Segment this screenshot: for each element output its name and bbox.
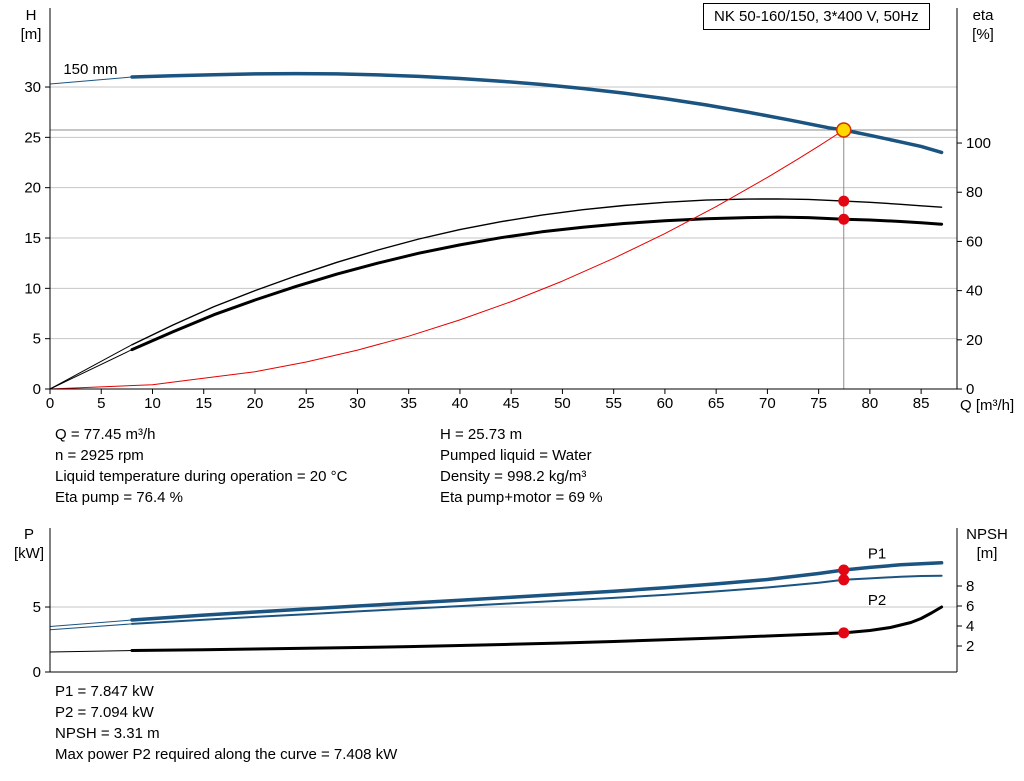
- x-tick-label: 20: [247, 395, 264, 412]
- power-axis-unit: [kW]: [14, 545, 44, 562]
- left-tick-label: 25: [24, 129, 41, 146]
- duty-info-column-1: Q = 77.45 m³/h n = 2925 rpm Liquid tempe…: [55, 424, 347, 508]
- eta-pump-motor-dot: [838, 213, 850, 225]
- curve-pump-150mm-ext: [49, 76, 133, 85]
- x-tick-label: 5: [97, 395, 105, 412]
- curve-npsh-ext: [49, 650, 133, 653]
- left-tick-label: 5: [33, 331, 41, 348]
- annotation-impeller-size: 150 mm: [63, 61, 117, 78]
- left-tick-label: 5: [33, 599, 41, 616]
- eta-axis-title: eta [%]: [960, 6, 1006, 44]
- curve-system-curve: [49, 129, 845, 390]
- x-tick-label: 65: [708, 395, 725, 412]
- pumped-liquid-text: Pumped liquid = Water: [440, 447, 592, 464]
- left-tick-label: 15: [24, 230, 41, 247]
- head-axis-title: H [m]: [8, 6, 54, 44]
- x-tick-label: 50: [554, 395, 571, 412]
- curve-pump-150mm: [130, 71, 944, 155]
- head-axis-unit: [m]: [20, 26, 42, 43]
- duty-point-marker: [836, 122, 852, 138]
- x-tick-label: 75: [810, 395, 827, 412]
- npsh-axis-title: NPSH [m]: [960, 525, 1014, 563]
- x-tick-label: 0: [46, 395, 54, 412]
- left-tick-label: 0: [33, 664, 41, 681]
- curve-p1: [130, 561, 944, 622]
- curve-eta-pump: [131, 198, 943, 346]
- npsh-axis-unit: [m]: [976, 545, 998, 562]
- left-tick-label: 30: [24, 79, 41, 96]
- flow-axis-title: Q [m³/h]: [960, 397, 1015, 414]
- npsh-axis-symbol: NPSH: [966, 526, 1008, 543]
- curve-p2-ext: [49, 623, 133, 631]
- x-tick-label: 25: [298, 395, 315, 412]
- curve-eta-pump-ext: [49, 344, 133, 390]
- right-tick-label: 60: [966, 233, 983, 250]
- curve-p1-ext: [49, 619, 133, 627]
- right-tick-label: 2: [966, 638, 974, 655]
- max-power-text: Max power P2 required along the curve = …: [55, 746, 398, 763]
- eta-pump-dot: [838, 195, 850, 207]
- eta-pump-motor-text: Eta pump+motor = 69 %: [440, 489, 603, 506]
- curve-eta-pump-motor: [130, 215, 944, 352]
- right-tick-label: 80: [966, 184, 983, 201]
- power-npsh-chart: 0 5 2 4 6 8 P1 P2: [33, 528, 974, 681]
- right-tick-label: 4: [966, 618, 974, 635]
- left-tick-label: 20: [24, 180, 41, 197]
- left-tick-label: 10: [24, 280, 41, 297]
- x-tick-label: 10: [144, 395, 161, 412]
- x-tick-label: 80: [862, 395, 879, 412]
- duty-head-text: H = 25.73 m: [440, 426, 523, 443]
- x-tick-label: 85: [913, 395, 930, 412]
- x-tick-label: 40: [452, 395, 469, 412]
- curve-eta-pump-motor-ext: [49, 349, 133, 390]
- p1-dot: [838, 564, 850, 576]
- curve-p2: [131, 574, 943, 625]
- right-tick-label: 6: [966, 598, 974, 615]
- speed-text: n = 2925 rpm: [55, 447, 144, 464]
- x-tick-label: 30: [349, 395, 366, 412]
- right-tick-label: 0: [966, 381, 974, 398]
- left-tick-label: 0: [33, 381, 41, 398]
- p2-dot: [838, 574, 850, 586]
- annotation-p2-label: P2: [868, 592, 886, 609]
- x-tick-label: 45: [503, 395, 520, 412]
- eta-axis-unit: [%]: [972, 26, 994, 43]
- eta-axis-symbol: eta: [972, 7, 994, 24]
- density-text: Density = 998.2 kg/m³: [440, 468, 587, 485]
- power-axis-title: P [kW]: [6, 525, 52, 563]
- liquid-temperature-text: Liquid temperature during operation = 20…: [55, 468, 348, 485]
- annotation-p1-label: P1: [868, 545, 886, 562]
- x-tick-label: 55: [605, 395, 622, 412]
- x-tick-label: 15: [195, 395, 212, 412]
- pump-type-label: NK 50-160/150, 3*400 V, 50Hz: [703, 3, 930, 30]
- p2-value-text: P2 = 7.094 kW: [55, 704, 154, 721]
- eta-pump-text: Eta pump = 76.4 %: [55, 489, 183, 506]
- npsh-value-text: NPSH = 3.31 m: [55, 725, 160, 742]
- head-axis-symbol: H: [25, 7, 37, 24]
- x-tick-label: 60: [657, 395, 674, 412]
- duty-info-column-2: H = 25.73 m Pumped liquid = Water Densit…: [440, 424, 603, 508]
- right-tick-label: 8: [966, 578, 974, 595]
- right-tick-label: 40: [966, 283, 983, 300]
- duty-flow-text: Q = 77.45 m³/h: [55, 426, 156, 443]
- right-tick-label: 20: [966, 332, 983, 349]
- x-tick-label: 35: [400, 395, 417, 412]
- p1-value-text: P1 = 7.847 kW: [55, 683, 154, 700]
- curve-npsh: [130, 605, 944, 652]
- npsh-dot: [838, 627, 850, 639]
- power-axis-symbol: P: [23, 526, 34, 543]
- x-tick-label: 70: [759, 395, 776, 412]
- power-info-block: P1 = 7.847 kW P2 = 7.094 kW NPSH = 3.31 …: [55, 681, 397, 765]
- right-tick-label: 100: [966, 135, 991, 152]
- hq-eta-chart: 0 5 10 15 20 25 30 35 40 45 50 55 60 65 70 75 80 85 0 5 10 15…: [24, 8, 991, 412]
